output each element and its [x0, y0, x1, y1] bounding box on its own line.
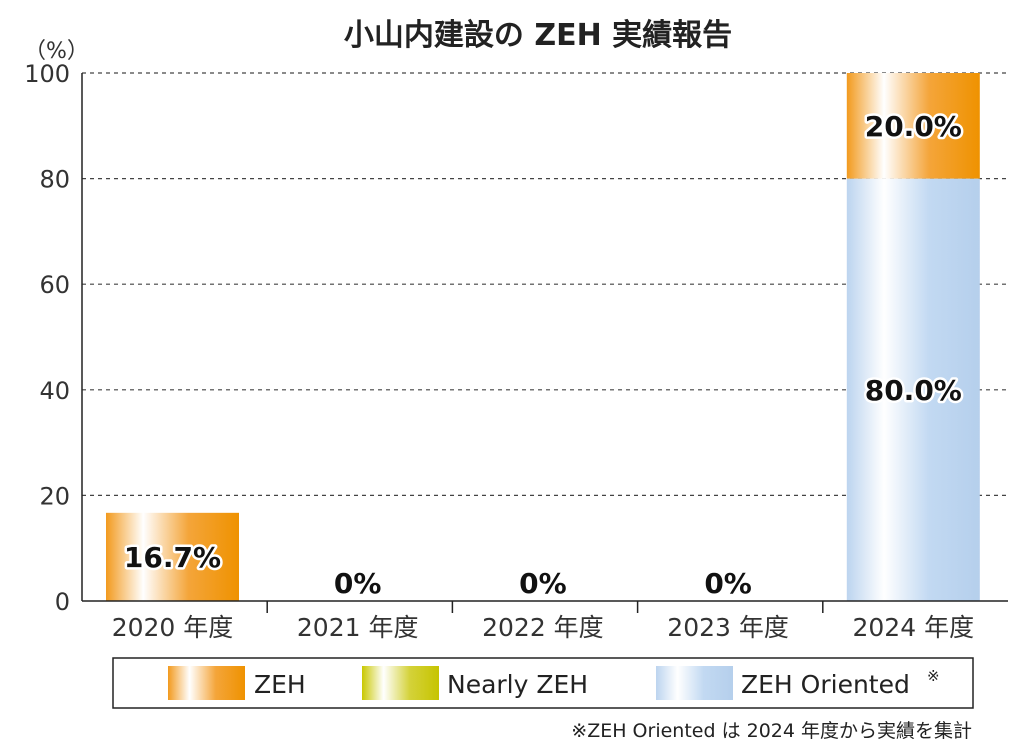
legend-label-nearly-zeh: Nearly ZEH — [447, 670, 588, 699]
y-tick-label: 20 — [39, 482, 70, 510]
x-tick-label: 2022 年度 — [482, 613, 604, 642]
x-tick-label: 2021 年度 — [297, 613, 419, 642]
data-label: 0% — [519, 567, 567, 600]
y-tick-label: 60 — [39, 271, 70, 299]
bars — [106, 73, 980, 601]
data-labels: 16.7% 0% 0% 0% 20.0% 80.0% — [121, 107, 964, 602]
y-axis-ticks: 0 20 40 60 80 100 — [24, 60, 70, 616]
data-label: 0% — [334, 567, 382, 600]
x-tick-label: 2024 年度 — [853, 613, 975, 642]
y-axis-unit: （%） — [24, 39, 89, 64]
data-label: 16.7% — [124, 541, 221, 574]
data-label: 20.0% — [865, 110, 962, 143]
data-label: 80.0% — [865, 374, 962, 407]
bar-zeh-oriented — [846, 178, 980, 601]
bar-zeh — [106, 512, 239, 601]
y-tick-label: 100 — [24, 60, 70, 88]
legend-label-zeh: ZEH — [254, 670, 306, 699]
legend-swatch-nearly-zeh — [362, 666, 439, 700]
legend-footnote-mark: ※ — [927, 667, 940, 685]
chart-title: 小山内建設の ZEH 実績報告 — [344, 18, 732, 53]
legend-label-zeh-oriented: ZEH Oriented — [741, 670, 910, 699]
data-label: 0% — [704, 567, 752, 600]
legend-swatch-zeh — [168, 666, 245, 700]
legend-box — [112, 657, 974, 709]
y-tick-label: 0 — [55, 588, 70, 616]
legend: ZEH Nearly ZEH ZEH Oriented ※ — [112, 657, 974, 709]
y-tick-label: 40 — [39, 377, 70, 405]
legend-swatch-zeh-oriented — [656, 666, 733, 700]
x-tick-label: 2020 年度 — [112, 613, 234, 642]
x-tick-label: 2023 年度 — [667, 613, 789, 642]
bar-zeh — [846, 73, 980, 179]
x-axis-labels: 2020 年度 2021 年度 2022 年度 2023 年度 2024 年度 — [112, 613, 974, 642]
footnote: ※ZEH Oriented は 2024 年度から実績を集計 — [571, 720, 972, 742]
axes — [81, 73, 1008, 613]
y-tick-label: 80 — [39, 166, 70, 194]
